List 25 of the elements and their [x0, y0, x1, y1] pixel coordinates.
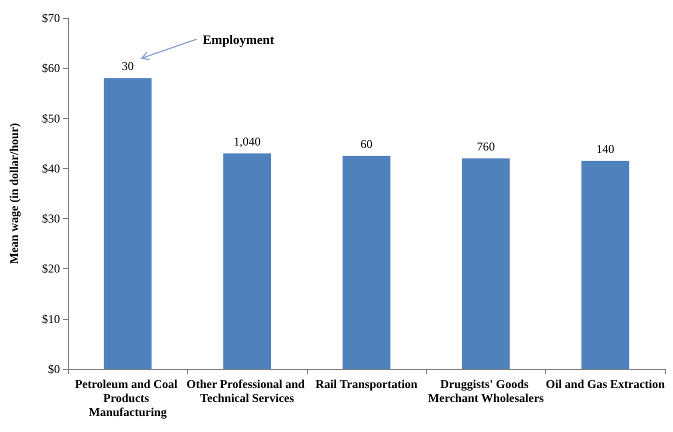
annotation: 140: [596, 142, 614, 156]
y-tick-label: $70: [42, 11, 60, 25]
y-tick-label: $30: [42, 212, 60, 226]
y-tick-label: $50: [42, 111, 60, 126]
x-tick-label: Other Professional and Technical Services: [186, 377, 308, 405]
y-axis-title: Mean wage (in dollar/hour): [7, 123, 21, 264]
x-tick-label: Petroleum and Coal Products Manufacturing: [74, 377, 180, 419]
x-tick-label: Druggists' Goods Merchant Wholesalers: [428, 377, 544, 405]
x-tick-label: Rail Transportation: [316, 377, 418, 391]
bar: [223, 153, 271, 369]
annotation: 60: [360, 136, 372, 151]
y-tick-label: $10: [42, 312, 60, 326]
bar: [581, 160, 630, 369]
annotation: 30: [122, 59, 134, 74]
y-tick-label: $60: [42, 61, 60, 76]
y-tick-label: $40: [42, 161, 60, 176]
annotation: 760: [476, 139, 495, 154]
annotation: 1,040: [234, 134, 261, 148]
bar: [342, 156, 390, 369]
y-tick-label: $20: [42, 262, 60, 276]
bar: [104, 78, 152, 369]
bar: [462, 158, 510, 369]
x-tick-label: Oil and Gas Extraction: [546, 377, 666, 391]
y-tick-label: $0: [48, 362, 60, 376]
annotation: Employment: [202, 32, 275, 48]
